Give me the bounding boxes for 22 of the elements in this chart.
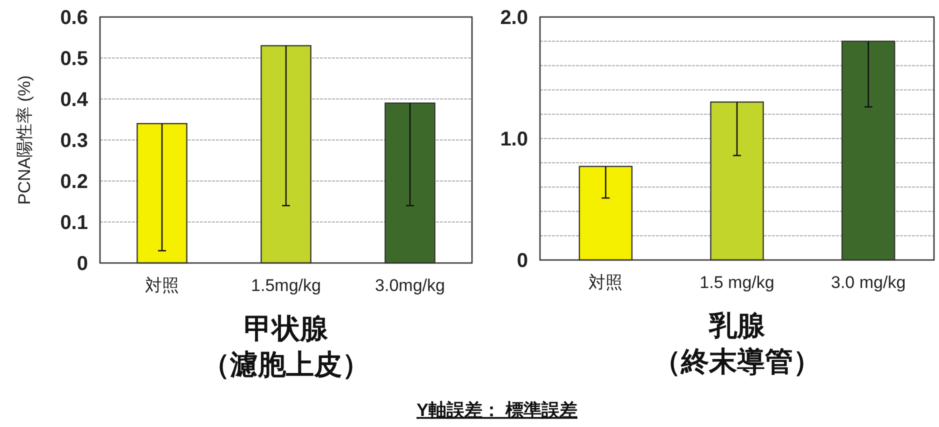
- x-axis-title: 乳腺: [708, 310, 766, 341]
- y-tick-label: 0.4: [60, 89, 89, 111]
- y-tick-label: 0.3: [60, 130, 88, 152]
- x-tick-label: 3.0 mg/kg: [831, 273, 906, 292]
- text: （終末導管）: [653, 346, 821, 377]
- y-tick-label: 0: [76, 253, 88, 275]
- x-tick-label: 1.5 mg/kg: [700, 273, 774, 292]
- y-tick-label: 0: [516, 250, 528, 272]
- y-tick-label: 0.5: [60, 48, 88, 70]
- y-tick-label: 0.1: [60, 212, 88, 234]
- x-tick-label: 対照: [588, 273, 623, 292]
- y-axis-title: PCNA陽性率 (%): [15, 75, 34, 205]
- text: （濾胞上皮）: [202, 349, 370, 380]
- y-tick-label: 0.2: [60, 171, 88, 193]
- x-tick-label: 1.5mg/kg: [251, 276, 321, 295]
- y-tick-label: 0.6: [60, 7, 88, 29]
- x-tick-label: 3.0mg/kg: [375, 276, 445, 295]
- y-tick-label: 2.0: [500, 7, 528, 29]
- x-axis-title: 甲状腺: [244, 313, 329, 344]
- x-tick-label: 対照: [145, 276, 179, 295]
- text: Y軸誤差： 標準誤差: [416, 400, 578, 420]
- y-tick-label: 1.0: [500, 128, 528, 150]
